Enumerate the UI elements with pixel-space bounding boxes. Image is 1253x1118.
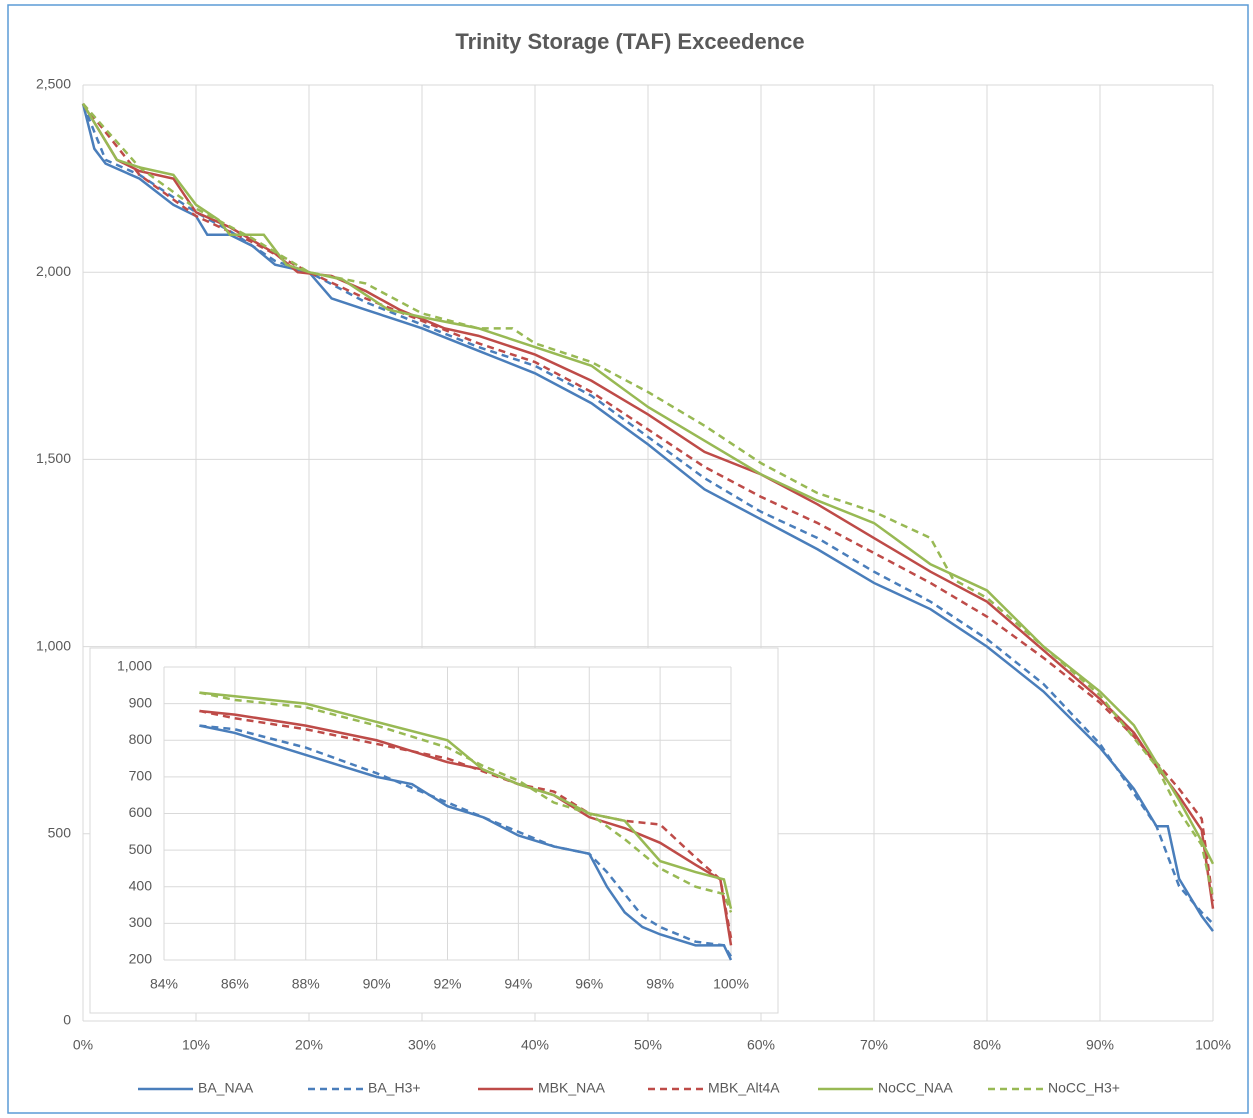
y-tick-label: 900 xyxy=(129,694,153,710)
y-tick-label: 0 xyxy=(63,1012,71,1028)
x-tick-label: 100% xyxy=(1195,1037,1231,1053)
y-tick-label: 300 xyxy=(129,914,153,930)
x-tick-label: 86% xyxy=(221,976,249,992)
x-tick-label: 90% xyxy=(1086,1037,1114,1053)
x-tick-label: 30% xyxy=(408,1037,436,1053)
x-tick-label: 96% xyxy=(575,976,603,992)
x-tick-label: 50% xyxy=(634,1037,662,1053)
y-tick-label: 1,000 xyxy=(36,637,71,653)
series-line xyxy=(199,724,733,961)
x-tick-label: 92% xyxy=(433,976,461,992)
chart-title: Trinity Storage (TAF) Exceedence xyxy=(455,29,804,54)
x-tick-label: 84% xyxy=(150,976,178,992)
y-tick-label: 2,000 xyxy=(36,263,71,279)
y-tick-label: 200 xyxy=(129,951,153,967)
x-tick-label: 70% xyxy=(860,1037,888,1053)
series-line xyxy=(199,724,733,958)
legend-label: NoCC_NAA xyxy=(878,1080,953,1096)
y-tick-label: 500 xyxy=(48,825,72,841)
x-tick-label: 80% xyxy=(973,1037,1001,1053)
x-tick-label: 88% xyxy=(292,976,320,992)
y-tick-label: 1,000 xyxy=(117,658,152,674)
y-tick-label: 400 xyxy=(129,877,153,893)
series-line xyxy=(81,103,1215,865)
x-tick-label: 20% xyxy=(295,1037,323,1053)
x-tick-label: 0% xyxy=(73,1037,93,1053)
y-tick-label: 800 xyxy=(129,731,153,747)
x-tick-label: 100% xyxy=(713,976,749,992)
y-tick-label: 500 xyxy=(129,841,153,857)
x-tick-label: 40% xyxy=(521,1037,549,1053)
x-tick-label: 60% xyxy=(747,1037,775,1053)
x-tick-label: 10% xyxy=(182,1037,210,1053)
x-tick-label: 98% xyxy=(646,976,674,992)
series-line xyxy=(199,709,733,939)
y-tick-label: 600 xyxy=(129,804,153,820)
series-line xyxy=(199,691,733,913)
series-line xyxy=(82,102,1215,898)
legend-label: MBK_NAA xyxy=(538,1080,606,1096)
inset-panel xyxy=(89,647,779,1014)
series-line xyxy=(82,102,1215,902)
legend-label: BA_H3+ xyxy=(368,1080,421,1096)
y-tick-label: 1,500 xyxy=(36,450,71,466)
legend-label: NoCC_H3+ xyxy=(1048,1080,1120,1096)
x-tick-label: 94% xyxy=(504,976,532,992)
x-tick-label: 90% xyxy=(363,976,391,992)
legend-label: BA_NAA xyxy=(198,1080,254,1096)
series-line xyxy=(81,103,1215,909)
y-tick-label: 700 xyxy=(129,768,153,784)
legend-label: MBK_Alt4A xyxy=(708,1080,780,1096)
series-line xyxy=(199,691,733,910)
y-tick-label: 2,500 xyxy=(36,76,71,92)
